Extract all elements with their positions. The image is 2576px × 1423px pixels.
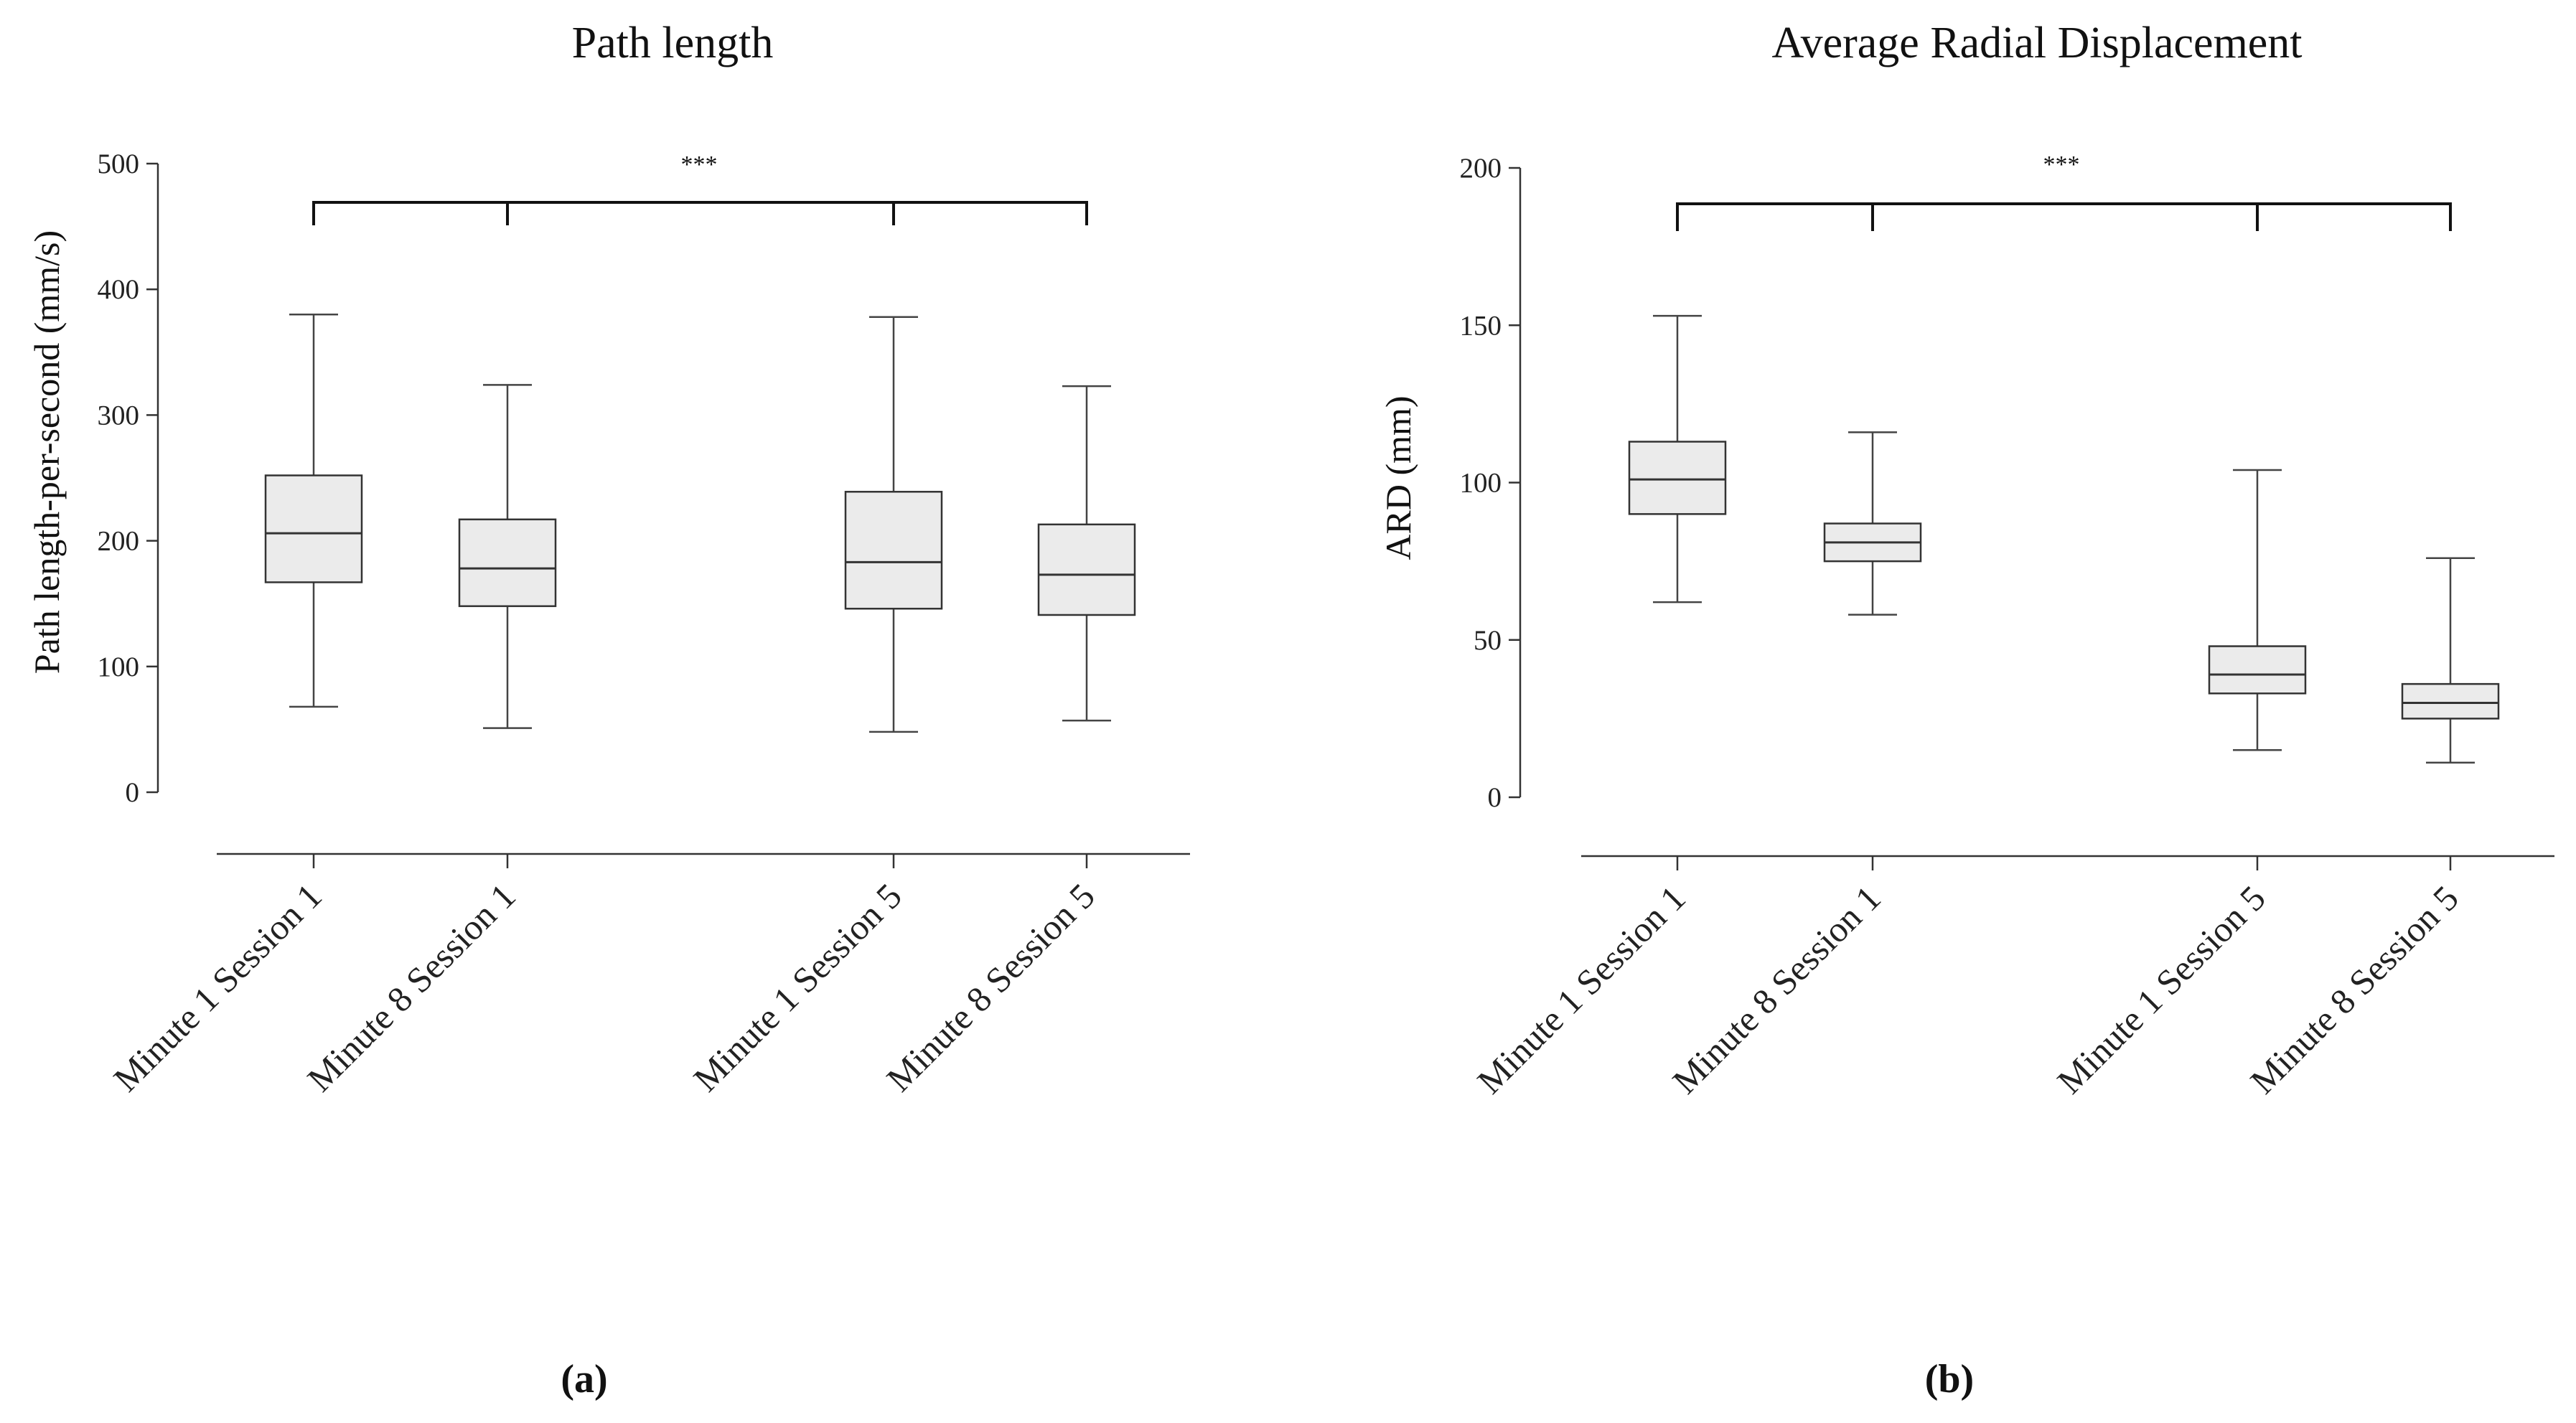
chart-title: Average Radial Displacement [1771,19,2302,67]
x-tick-label: Minute 8 Session 5 [879,875,1102,1099]
x-tick-label: Minute 1 Session 5 [2049,878,2273,1102]
box-iqr [264,474,363,583]
y-tick-label: 150 [1460,310,1502,341]
box-iqr [1037,523,1136,616]
box-iqr [458,518,557,607]
chart-title: Path length [572,19,774,67]
x-tick-label: Minute 8 Session 1 [299,875,523,1099]
y-tick-label: 0 [1488,782,1502,813]
x-tick-label: Minute 1 Session 1 [1469,878,1693,1102]
y-tick-label: 300 [98,400,140,431]
box-iqr [844,491,943,610]
significance-bracket [1676,202,2452,231]
x-tick-label: Minute 1 Session 5 [685,875,909,1099]
significance-bracket [312,201,1088,225]
significance-label: *** [2043,151,2080,178]
panel-label: (b) [1925,1357,1974,1401]
y-tick-label: 50 [1474,625,1502,656]
y-tick-label: 200 [98,526,140,557]
y-tick-label: 400 [98,274,140,305]
box-iqr [1628,441,1727,515]
significance-label: *** [681,151,718,178]
chart-panel-ard: Average Radial Displacement ARD (mm) ***… [1378,19,2554,1401]
panel-label: (a) [561,1357,607,1401]
x-tick-label: Minute 1 Session 1 [106,875,329,1099]
y-axis-label: ARD (mm) [1378,395,1418,560]
x-tick-label: Minute 8 Session 1 [1664,878,1888,1102]
chart-panel-path-length: Path length Path length-per-second (mm/s… [27,19,1190,1401]
y-axis-label: Path length-per-second (mm/s) [27,230,67,674]
box-iqr [2401,682,2500,720]
y-tick-label: 500 [98,149,140,179]
y-tick-label: 100 [98,652,140,682]
y-tick-label: 200 [1460,153,1502,184]
x-tick-label: Minute 8 Session 5 [2242,878,2466,1102]
box-iqr [2208,645,2307,695]
y-tick-label: 100 [1460,468,1502,499]
y-tick-label: 0 [126,777,140,808]
